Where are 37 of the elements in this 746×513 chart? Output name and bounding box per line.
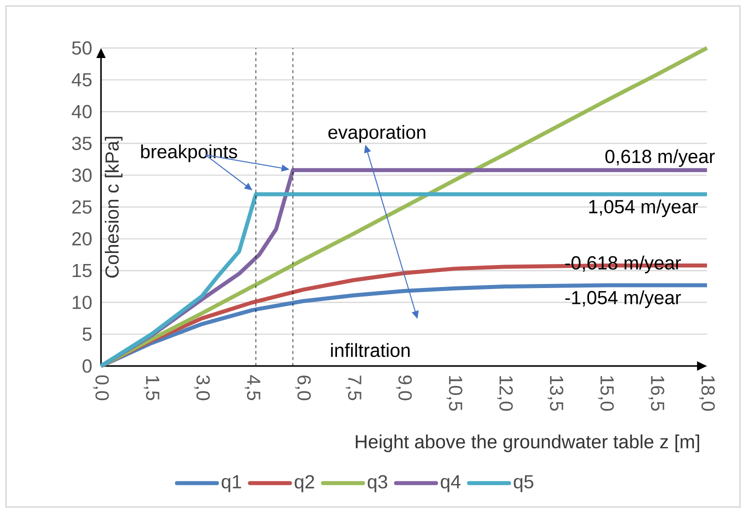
- x-tick-label: 16,5: [648, 376, 664, 411]
- y-tick-label: 50: [72, 41, 92, 55]
- x-axis-title: Height above the groundwater table z [m]: [356, 434, 700, 452]
- annotation: 1,054 m/year: [589, 199, 698, 218]
- x-tick-label: 0,0: [93, 375, 109, 400]
- annotation: evaporation: [328, 125, 426, 143]
- x-tick-label: 18,0: [699, 376, 715, 411]
- x-tick-label: 12,0: [497, 376, 513, 411]
- annotation: 0,618 m/year: [605, 149, 715, 167]
- y-tick-label: 20: [72, 232, 92, 246]
- x-tick-label: 13,5: [548, 376, 564, 411]
- legend-label: q1: [222, 475, 242, 492]
- annotation: infiltration: [331, 343, 410, 358]
- y-axis-title: Cohesion c [kPa]: [104, 136, 122, 278]
- legend-label: q5: [514, 475, 534, 492]
- x-tick-label: 3,0: [194, 375, 210, 400]
- y-tick-label: 35: [72, 136, 92, 150]
- x-tick-label: 7,5: [346, 376, 362, 400]
- x-tick-label: 6,0: [295, 376, 311, 400]
- y-tick-label: 25: [72, 200, 92, 214]
- y-tick-label: 15: [72, 264, 92, 278]
- x-tick-label: 4,5: [244, 375, 260, 400]
- y-tick-label: 45: [72, 73, 92, 86]
- annotation: breakpoints: [141, 144, 238, 162]
- legend-label: q4: [440, 475, 461, 492]
- y-tick-label: 5: [82, 328, 92, 341]
- y-tick-label: 40: [72, 104, 92, 118]
- y-tick-label: 30: [72, 168, 92, 182]
- x-tick-label: 15,0: [598, 376, 614, 411]
- x-tick-label: 1,5: [144, 376, 160, 400]
- legend-label: q3: [368, 475, 388, 492]
- legend-label: q2: [294, 475, 314, 492]
- x-tick-label: 9,0: [396, 376, 412, 400]
- y-tick-label: 10: [72, 296, 92, 310]
- x-tick-label: 10,5: [446, 376, 462, 411]
- annotation: -1,054 m/year: [565, 290, 681, 308]
- y-tick-label: 0: [82, 359, 92, 373]
